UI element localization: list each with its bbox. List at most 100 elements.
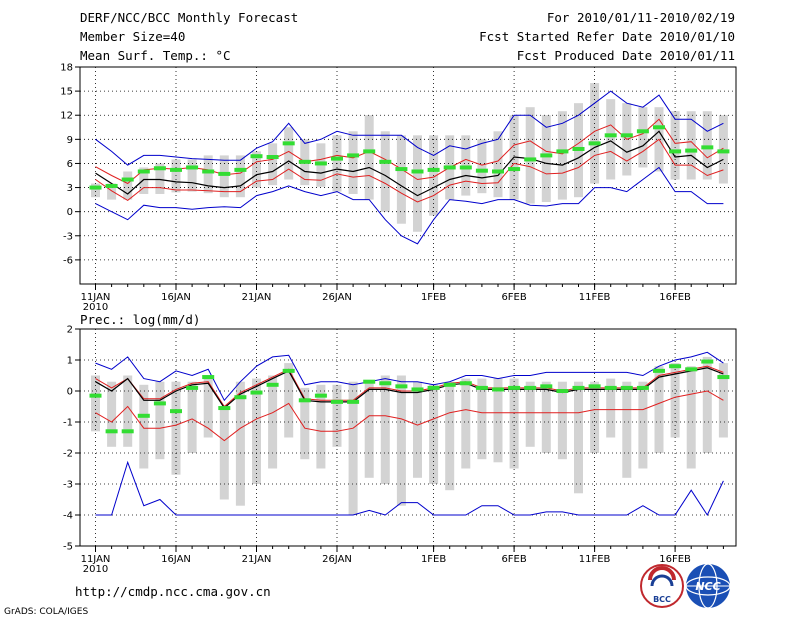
chart-title: DERF/NCC/BCC Monthly Forecast <box>80 10 298 25</box>
spread-bar <box>477 378 487 460</box>
spread-bar <box>670 111 680 180</box>
obs-marker <box>137 413 150 418</box>
x-tick-label: 16JAN <box>161 292 191 303</box>
x-tick-label: 1FEB <box>421 554 446 565</box>
obs-marker <box>459 165 472 170</box>
obs-marker <box>443 165 456 170</box>
spread-bar <box>155 163 165 194</box>
obs-marker <box>411 169 424 174</box>
spread-bar <box>702 111 712 180</box>
spread-bar <box>252 378 261 484</box>
obs-marker <box>540 153 553 158</box>
obs-marker <box>588 141 601 146</box>
lower-range-line <box>95 390 724 442</box>
obs-marker <box>347 153 360 158</box>
bcc-logo: BCC <box>640 564 684 608</box>
obs-marker <box>218 406 231 411</box>
spread-bar <box>380 131 390 212</box>
obs-marker <box>395 167 408 172</box>
obs-marker <box>121 429 134 434</box>
spread-bar <box>187 159 197 192</box>
y-tick-label: 2 <box>67 325 73 336</box>
spread-bar <box>461 378 471 469</box>
spread-bar <box>364 115 374 200</box>
spread-bar <box>284 127 294 180</box>
spread-bar <box>638 381 648 469</box>
obs-marker <box>282 368 295 373</box>
obs-marker <box>170 167 182 172</box>
ncc-logo: NCC <box>685 563 731 609</box>
spread-bar <box>316 384 326 469</box>
spread-bar <box>380 375 390 484</box>
obs-marker <box>524 385 537 390</box>
obs-marker <box>620 133 633 138</box>
obs-marker <box>685 148 698 153</box>
obs-marker <box>105 429 118 434</box>
spread-bar <box>638 107 648 168</box>
panel-label: Prec.: log(mm/d) <box>80 312 200 327</box>
plot-frame <box>79 328 737 547</box>
spread-bar <box>203 155 213 194</box>
x-tick-label: 21JAN <box>242 292 272 303</box>
obs-marker <box>234 167 247 172</box>
x-tick-label: 21JAN <box>242 554 272 565</box>
obs-marker <box>604 385 617 390</box>
spread-bar <box>396 135 406 224</box>
x-tick-label: 11FEB <box>579 292 611 303</box>
median-line <box>95 367 724 409</box>
obs-marker <box>331 156 343 161</box>
x-tick-sublabel: 2010 <box>83 564 108 575</box>
obs-marker <box>314 161 327 166</box>
y-tick-label: 6 <box>67 159 73 170</box>
spread-bar <box>268 143 278 186</box>
x-tick-label: 26JAN <box>322 554 352 565</box>
spread-bar <box>590 83 600 184</box>
obs-marker <box>137 169 150 174</box>
obs-marker <box>604 133 617 138</box>
obs-marker <box>653 368 665 373</box>
x-tick-label: 6FEB <box>501 292 526 303</box>
obs-marker <box>266 155 279 160</box>
y-tick-label: 15 <box>60 87 73 98</box>
spread-bar <box>525 107 535 204</box>
obs-marker <box>411 387 424 392</box>
obs-marker <box>492 169 504 174</box>
spread-bar <box>139 384 149 469</box>
spread-bar <box>123 171 133 200</box>
obs-marker <box>572 385 585 390</box>
upper-extreme-line <box>95 351 724 402</box>
spread-bar <box>91 375 100 432</box>
obs-marker <box>669 149 682 154</box>
spread-bar <box>509 378 519 469</box>
obs-marker <box>250 154 263 159</box>
x-tick-label: 1FEB <box>421 292 446 303</box>
y-tick-label: 3 <box>67 183 73 194</box>
x-tick-label: 16FEB <box>659 292 691 303</box>
obs-marker <box>701 145 714 150</box>
y-tick-label: -3 <box>63 480 73 491</box>
obs-marker <box>314 393 327 398</box>
obs-marker <box>475 168 488 173</box>
obs-marker <box>202 375 215 380</box>
median-line <box>95 130 724 197</box>
obs-marker <box>379 381 392 386</box>
obs-marker <box>363 149 376 154</box>
spread-bar <box>606 99 616 180</box>
bcc-logo-text: BCC <box>653 595 671 604</box>
spread-bar <box>364 381 374 478</box>
x-tick-sublabel: 2010 <box>83 302 108 313</box>
footer: http://cmdp.ncc.cma.gov.cn GrADS: COLA/I… <box>4 563 731 617</box>
obs-marker <box>427 385 440 390</box>
spread-bar <box>557 381 567 460</box>
obs-marker <box>89 393 102 398</box>
y-tick-label: -3 <box>63 231 73 242</box>
spread-bar <box>477 139 487 194</box>
x-tick-label: 11JAN <box>81 292 111 303</box>
spread-bar <box>493 378 503 463</box>
obs-marker <box>121 177 134 182</box>
spread-bar <box>622 381 632 478</box>
y-tick-label: -5 <box>63 542 73 553</box>
y-tick-label: 9 <box>67 135 73 146</box>
